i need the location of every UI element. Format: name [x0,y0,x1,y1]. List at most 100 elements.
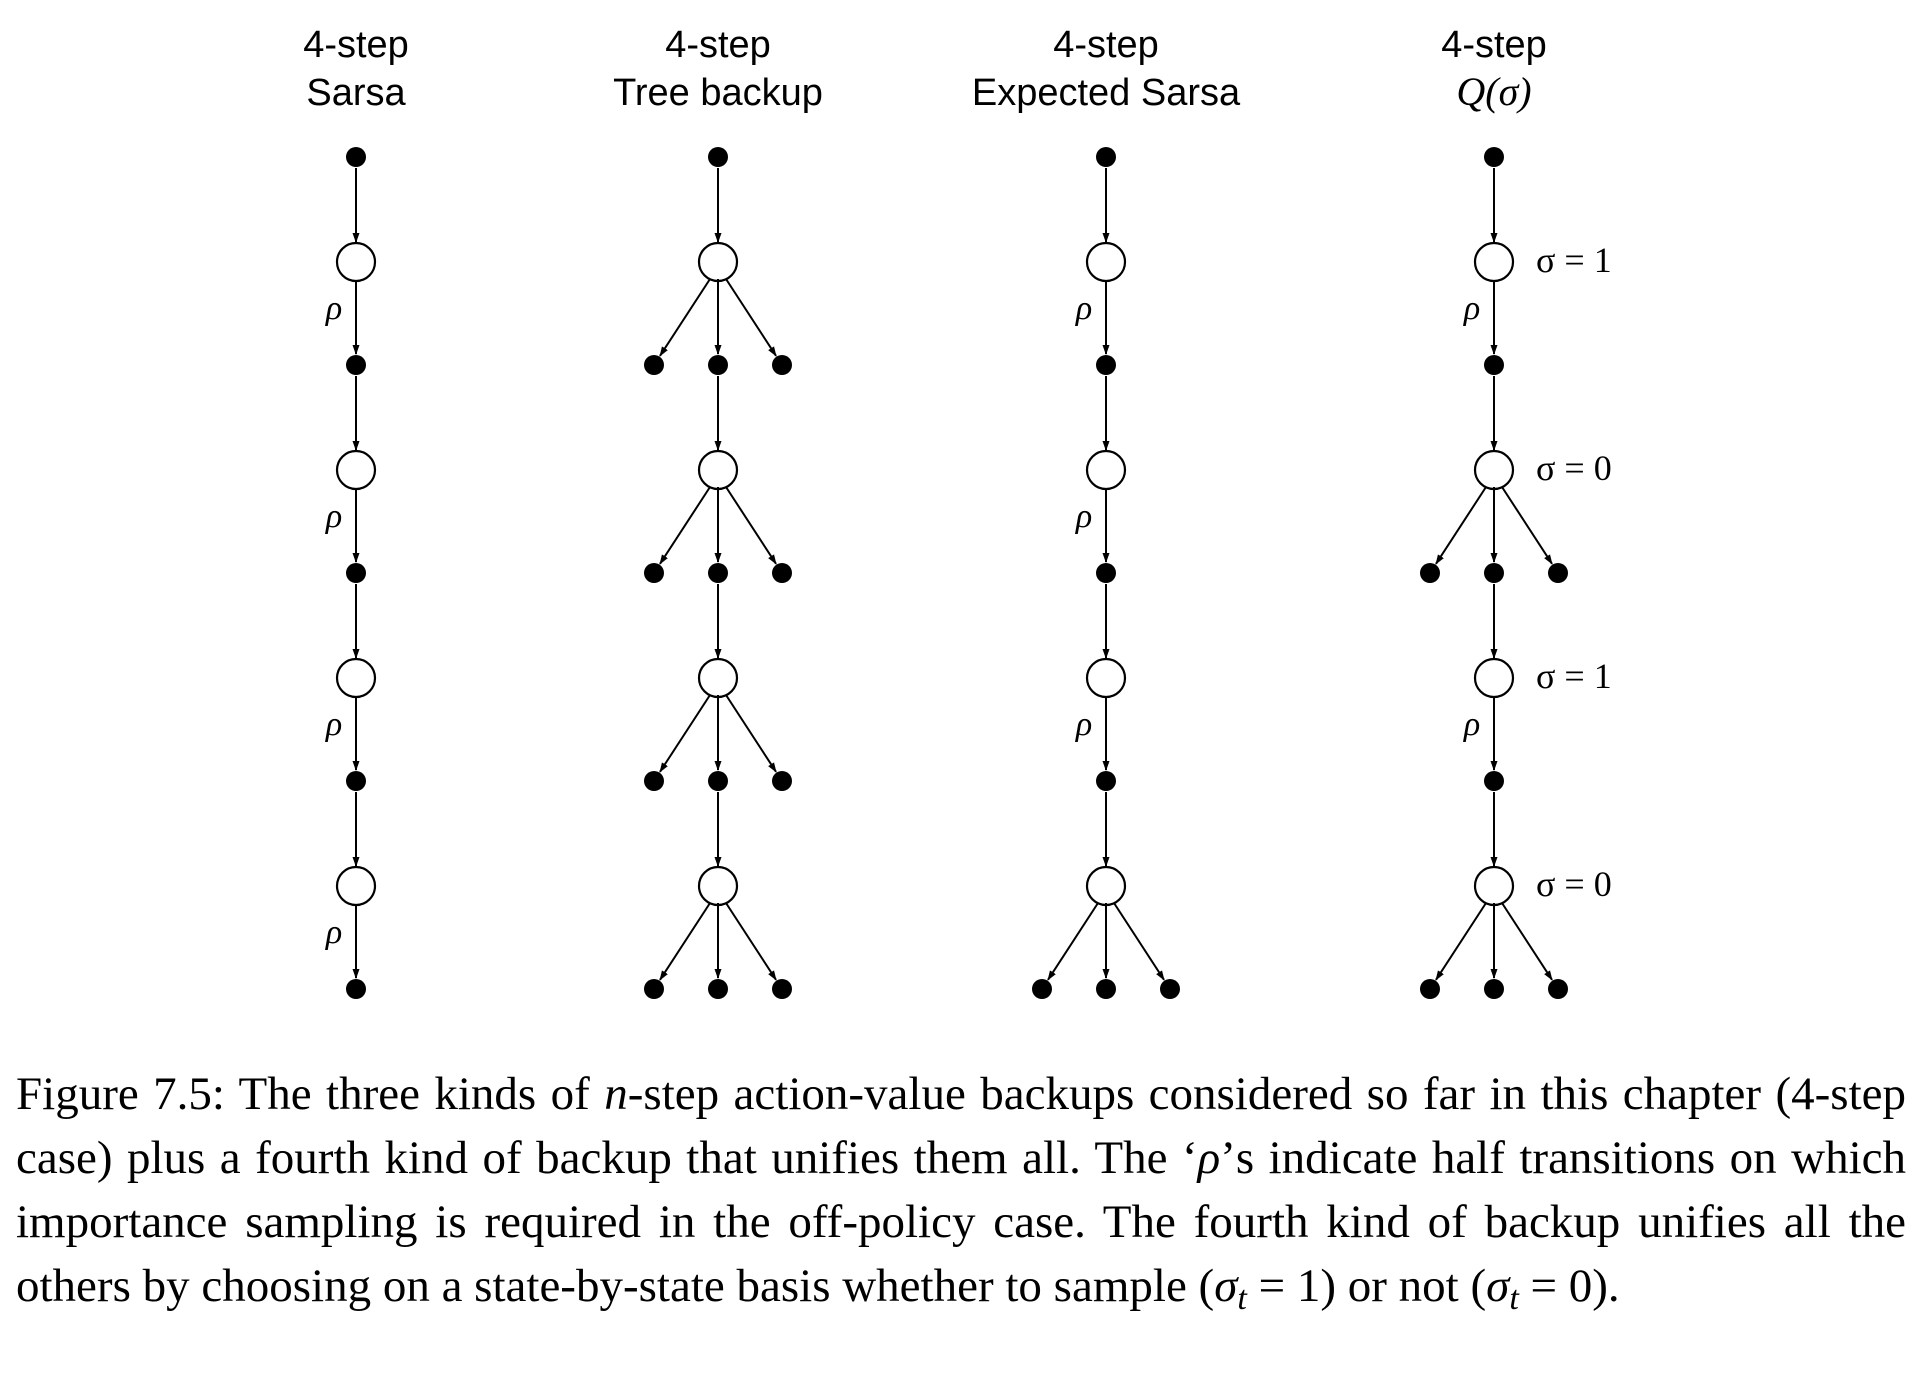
sigma-label: σ = 1 [1536,240,1612,280]
state-node [697,241,739,283]
arrow [659,486,711,565]
column-title-line1: 4-step [1441,24,1547,66]
action-node [1484,771,1504,791]
column-title-line2: Tree backup [613,72,823,114]
backup-diagrams-figure: 4-step Sarsa 4-step Tree backup 4-step Expect… [303,24,1612,999]
arrow [659,694,711,773]
action-node [708,147,728,167]
rho-label: ρ [1075,706,1092,743]
diagram-trees: ρ ρ ρ ρ ρ ρ ρ σ = 1 ρ σ = 0 σ = 1 ρ σ = 0 [325,147,1612,999]
action-node [1420,563,1440,583]
caption-text-2: -step action-value backups considered so… [16,1068,1907,1184]
action-node [1484,147,1504,167]
arrow [659,902,711,981]
state-node [1085,241,1127,283]
state-node [1473,657,1515,699]
figure-label: Figure 7.5: [16,1068,225,1120]
arrow [725,486,777,565]
state-node [697,657,739,699]
state-node [1085,657,1127,699]
action-node [708,771,728,791]
action-node [346,147,366,167]
arrow [725,278,777,357]
figure-caption: Figure 7.5: The three kinds of n-step ac… [16,1062,1906,1331]
sigma-label: σ = 0 [1536,448,1612,488]
arrow [1047,902,1099,981]
action-node [1484,355,1504,375]
rho-label: ρ [325,290,342,327]
column-title-line2: Q(σ) [1456,69,1531,114]
arrow [1435,486,1487,565]
sigma-label: σ = 0 [1536,864,1612,904]
caption-text-1: The three kinds of [238,1068,590,1120]
arrow [1501,486,1553,565]
state-node [335,865,377,907]
arrow [725,902,777,981]
sigma-symbol-1: σ [1214,1260,1238,1312]
action-node [1096,355,1116,375]
arrow [659,278,711,357]
state-node [1473,449,1515,491]
action-node [1096,147,1116,167]
caption-eq-1: = 1) or not ( [1246,1260,1487,1312]
action-node [346,771,366,791]
subscript-t-2: t [1509,1280,1519,1317]
column-title-line2: Expected Sarsa [972,72,1241,114]
arrow [725,694,777,773]
column-titles: 4-step Sarsa 4-step Tree backup 4-step Expect… [303,24,1547,114]
arrow [1501,902,1553,981]
column-title-line1: 4-step [303,24,409,66]
action-node [772,771,792,791]
sigma-symbol-2: σ [1486,1260,1510,1312]
state-node [1473,241,1515,283]
action-node [644,979,664,999]
subscript-t-1: t [1237,1280,1247,1317]
rho-symbol: ρ [1197,1132,1221,1184]
state-node [697,449,739,491]
action-node [772,355,792,375]
state-node [335,657,377,699]
action-node [1484,979,1504,999]
state-node [1085,865,1127,907]
rho-label: ρ [325,914,342,951]
rho-label: ρ [325,706,342,743]
column-title-line2: Sarsa [306,72,406,114]
action-node [772,979,792,999]
column-title-line1: 4-step [1053,24,1159,66]
action-node [708,979,728,999]
action-node [1160,979,1180,999]
state-node [1085,449,1127,491]
sigma-label: σ = 1 [1536,656,1612,696]
column-title-line1: 4-step [665,24,771,66]
backup-diagrams: 4-step Sarsa 4-step Tree backup 4-step Expect… [303,24,1612,999]
state-node [697,865,739,907]
action-node [1096,563,1116,583]
n-symbol: n [604,1068,628,1120]
caption-eq-2: = 0). [1518,1260,1620,1312]
state-node [335,241,377,283]
action-node [644,563,664,583]
action-node [1484,563,1504,583]
action-node [708,355,728,375]
action-node [1548,563,1568,583]
state-node [1473,865,1515,907]
action-node [644,355,664,375]
action-node [644,771,664,791]
action-node [346,355,366,375]
action-node [772,563,792,583]
rho-label: ρ [325,498,342,535]
action-node [708,563,728,583]
action-node [1420,979,1440,999]
action-node [1096,771,1116,791]
action-node [346,979,366,999]
rho-label: ρ [1463,706,1480,743]
arrow [1113,902,1165,981]
action-node [1096,979,1116,999]
rho-label: ρ [1075,290,1092,327]
arrow [1435,902,1487,981]
action-node [346,563,366,583]
action-node [1032,979,1052,999]
rho-label: ρ [1463,290,1480,327]
state-node [335,449,377,491]
action-node [1548,979,1568,999]
